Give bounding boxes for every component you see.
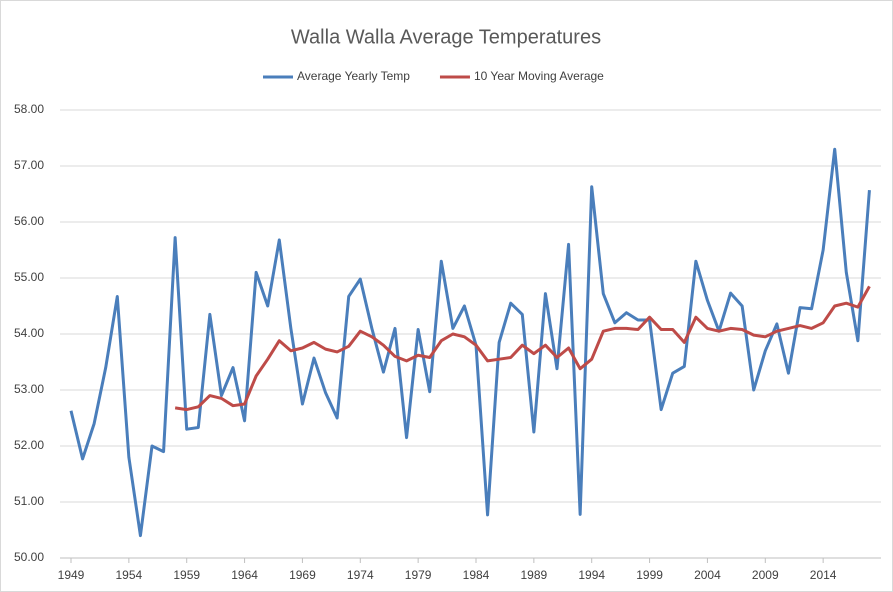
x-tick-label: 1974 — [347, 568, 374, 582]
x-tick-label: 1949 — [58, 568, 85, 582]
x-tick-label: 1994 — [578, 568, 605, 582]
legend-label: 10 Year Moving Average — [474, 69, 604, 83]
x-tick-label: 1959 — [173, 568, 200, 582]
chart-title: Walla Walla Average Temperatures — [291, 26, 601, 48]
x-tick-label: 2014 — [810, 568, 837, 582]
x-tick-label: 1979 — [405, 568, 432, 582]
y-tick-label: 58.00 — [14, 102, 44, 116]
series-line — [174, 285, 871, 412]
x-tick-label: 1984 — [463, 568, 490, 582]
x-tick-label: 1999 — [636, 568, 663, 582]
series-line — [69, 147, 871, 538]
x-tick-label: 1964 — [231, 568, 258, 582]
y-tick-label: 53.00 — [14, 382, 44, 396]
y-tick-label: 50.00 — [14, 550, 44, 564]
y-tick-label: 55.00 — [14, 270, 44, 284]
legend-label: Average Yearly Temp — [297, 69, 410, 83]
y-tick-label: 51.00 — [14, 494, 44, 508]
x-tick-label: 1969 — [289, 568, 316, 582]
x-tick-label: 1954 — [116, 568, 143, 582]
x-tick-label: 2009 — [752, 568, 779, 582]
y-tick-label: 52.00 — [14, 438, 44, 452]
y-tick-label: 54.00 — [14, 326, 44, 340]
y-tick-label: 57.00 — [14, 158, 44, 172]
x-tick-label: 2004 — [694, 568, 721, 582]
x-tick-label: 1989 — [521, 568, 548, 582]
y-tick-label: 56.00 — [14, 214, 44, 228]
